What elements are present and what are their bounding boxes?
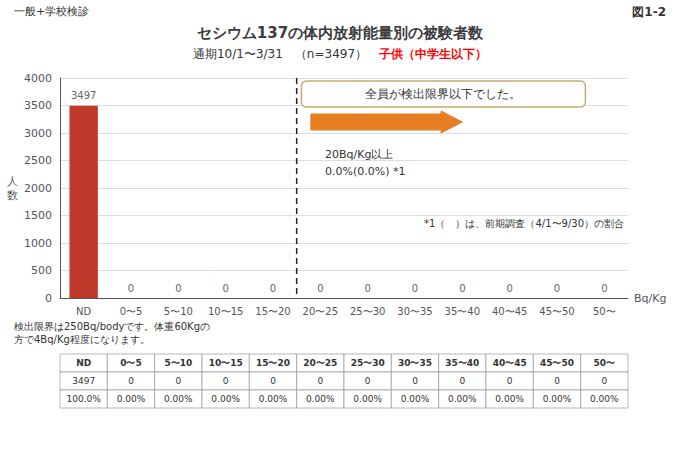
svg-text:0: 0	[365, 376, 371, 386]
svg-text:検出限界は250Bq/bodyです。体重60Kgの: 検出限界は250Bq/bodyです。体重60Kgの	[14, 321, 210, 332]
svg-text:0: 0	[507, 376, 513, 386]
svg-text:0.00%: 0.00%	[590, 394, 619, 404]
svg-text:45〜50: 45〜50	[540, 358, 574, 368]
svg-text:0: 0	[459, 376, 465, 386]
svg-text:2500: 2500	[24, 154, 52, 167]
svg-text:0.00%: 0.00%	[448, 394, 477, 404]
svg-text:0.00%: 0.00%	[117, 394, 146, 404]
svg-text:15〜20: 15〜20	[255, 306, 290, 317]
svg-text:40〜45: 40〜45	[492, 306, 527, 317]
svg-text:3500: 3500	[24, 99, 52, 112]
svg-text:0.00%: 0.00%	[401, 394, 430, 404]
svg-text:5〜10: 5〜10	[164, 358, 192, 368]
svg-text:Bq/Kg: Bq/Kg	[634, 292, 666, 305]
svg-text:人: 人	[7, 175, 18, 188]
svg-text:500: 500	[31, 264, 52, 277]
svg-text:25〜30: 25〜30	[351, 358, 385, 368]
svg-text:100.0%: 100.0%	[67, 394, 102, 404]
svg-text:35〜40: 35〜40	[445, 358, 479, 368]
svg-text:方で4Bq/Kg程度になります。: 方で4Bq/Kg程度になります。	[14, 334, 150, 345]
svg-text:0: 0	[175, 283, 181, 294]
svg-text:3497: 3497	[71, 90, 96, 101]
svg-text:0〜5: 0〜5	[120, 306, 143, 317]
svg-text:通期10/1〜3/31 （n=3497）: 通期10/1〜3/31 （n=3497）	[193, 47, 379, 61]
svg-text:ND: ND	[76, 358, 91, 368]
svg-text:0: 0	[270, 376, 276, 386]
svg-text:0: 0	[128, 283, 134, 294]
svg-text:1000: 1000	[24, 237, 52, 250]
svg-text:20〜25: 20〜25	[303, 306, 338, 317]
svg-text:5〜10: 5〜10	[164, 306, 193, 317]
svg-text:0: 0	[601, 376, 607, 386]
svg-text:0: 0	[222, 283, 228, 294]
svg-text:0.00%: 0.00%	[353, 394, 382, 404]
svg-text:0〜5: 0〜5	[120, 358, 142, 368]
svg-text:一般+学校検診: 一般+学校検診	[14, 5, 89, 18]
svg-text:0.00%: 0.00%	[211, 394, 240, 404]
svg-text:10〜15: 10〜15	[209, 358, 243, 368]
svg-text:0: 0	[554, 283, 560, 294]
svg-text:30〜35: 30〜35	[398, 358, 432, 368]
svg-text:セシウム137の体内放射能量別の被験者数: セシウム137の体内放射能量別の被験者数	[197, 24, 484, 42]
svg-text:25〜30: 25〜30	[350, 306, 385, 317]
svg-text:0.0%(0.0%) *1: 0.0%(0.0%) *1	[325, 165, 405, 178]
svg-text:2000: 2000	[24, 182, 52, 195]
svg-text:0: 0	[554, 376, 560, 386]
svg-text:0: 0	[317, 283, 323, 294]
svg-text:0: 0	[223, 376, 229, 386]
svg-text:全員が検出限界以下でした。: 全員が検出限界以下でした。	[365, 87, 521, 101]
svg-text:0: 0	[270, 283, 276, 294]
svg-text:0: 0	[412, 283, 418, 294]
svg-text:45〜50: 45〜50	[539, 306, 574, 317]
svg-text:図1-2: 図1-2	[632, 5, 666, 19]
svg-text:0: 0	[506, 283, 512, 294]
svg-text:0: 0	[175, 376, 181, 386]
svg-text:*1（ ）は、前期調査（4/1〜9/30）の割合: *1（ ）は、前期調査（4/1〜9/30）の割合	[424, 218, 624, 229]
svg-text:10〜15: 10〜15	[208, 306, 243, 317]
svg-text:30〜35: 30〜35	[397, 306, 432, 317]
svg-text:0: 0	[364, 283, 370, 294]
svg-text:40〜45: 40〜45	[493, 358, 527, 368]
svg-text:子供（中学生以下）: 子供（中学生以下）	[378, 47, 487, 61]
svg-text:3497: 3497	[72, 376, 95, 386]
svg-text:ND: ND	[76, 306, 91, 317]
svg-text:1500: 1500	[24, 209, 52, 222]
svg-text:4000: 4000	[24, 72, 52, 85]
svg-text:0.00%: 0.00%	[259, 394, 288, 404]
svg-text:0: 0	[317, 376, 323, 386]
svg-text:20Bq/Kg以上: 20Bq/Kg以上	[325, 148, 393, 161]
svg-text:0: 0	[412, 376, 418, 386]
svg-text:0: 0	[459, 283, 465, 294]
svg-text:0: 0	[128, 376, 134, 386]
svg-text:3000: 3000	[24, 127, 52, 140]
svg-text:50〜: 50〜	[593, 306, 616, 317]
svg-text:0: 0	[45, 292, 52, 305]
svg-text:50〜: 50〜	[594, 358, 616, 368]
svg-text:数: 数	[7, 189, 18, 202]
svg-text:0.00%: 0.00%	[495, 394, 524, 404]
svg-text:15〜20: 15〜20	[256, 358, 290, 368]
svg-text:0.00%: 0.00%	[543, 394, 572, 404]
svg-text:20〜25: 20〜25	[303, 358, 337, 368]
svg-text:0.00%: 0.00%	[164, 394, 193, 404]
svg-text:0.00%: 0.00%	[306, 394, 335, 404]
svg-text:35〜40: 35〜40	[445, 306, 480, 317]
svg-text:0: 0	[601, 283, 607, 294]
